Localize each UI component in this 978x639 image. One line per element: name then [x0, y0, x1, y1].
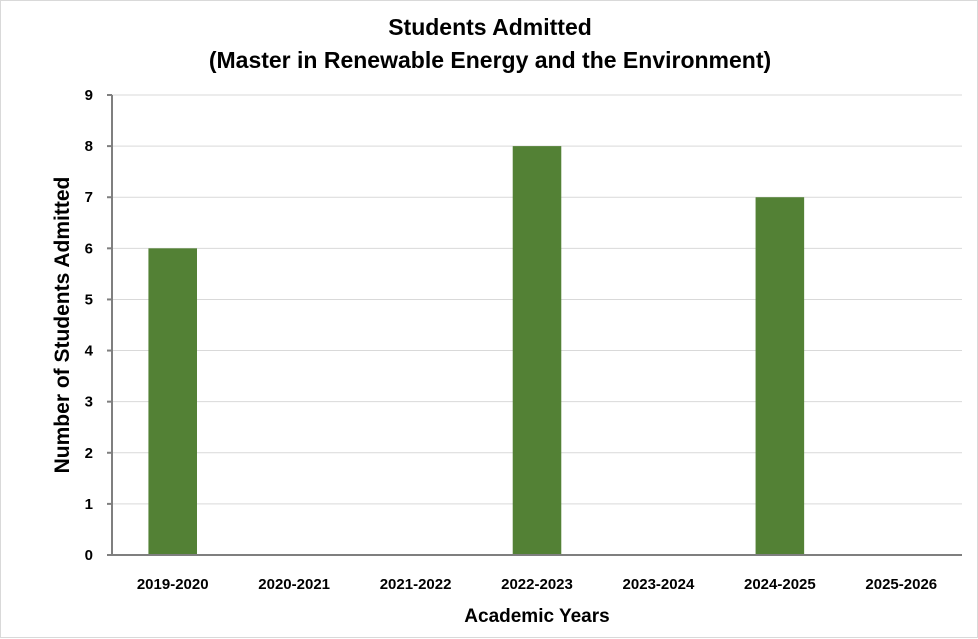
x-axis-title: Academic Years: [464, 606, 609, 627]
y-tick-label: 4: [85, 343, 94, 360]
y-tick-label: 0: [85, 547, 93, 564]
y-tick-label: 7: [85, 189, 93, 206]
x-tick-label: 2019-2020: [137, 576, 209, 593]
x-tick-labels: 2019-2020 2020-2021 2021-2022 2022-2023 2023…: [137, 576, 937, 593]
axes: [107, 94, 962, 556]
chart-title-line1: Students Admitted: [388, 14, 592, 40]
x-tick-label: 2020-2021: [258, 576, 330, 593]
bar-2019-2020: [148, 248, 197, 556]
y-axis-title: Number of Students Admitted: [51, 177, 74, 474]
bar-2022-2023: [512, 146, 562, 555]
bars: [148, 146, 805, 556]
y-tick-label: 2: [85, 445, 93, 462]
x-tick-label: 2023-2024: [623, 576, 695, 593]
y-tick-label: 5: [85, 291, 93, 308]
y-tick-labels: 0 1 2 3 4 5 6 7 8 9: [85, 87, 94, 564]
y-tick-label: 9: [85, 87, 93, 104]
y-tick-label: 6: [85, 240, 93, 257]
chart-title-line2: (Master in Renewable Energy and the Envi…: [209, 47, 771, 73]
x-tick-label: 2022-2023: [501, 576, 573, 593]
y-tick-label: 8: [85, 138, 93, 155]
y-tick-label: 1: [85, 496, 93, 513]
x-tick-label: 2025-2026: [865, 576, 937, 593]
bar-2024-2025: [755, 197, 805, 555]
y-tick-label: 3: [85, 394, 93, 411]
x-tick-label: 2021-2022: [380, 576, 452, 593]
x-tick-label: 2024-2025: [744, 576, 816, 593]
